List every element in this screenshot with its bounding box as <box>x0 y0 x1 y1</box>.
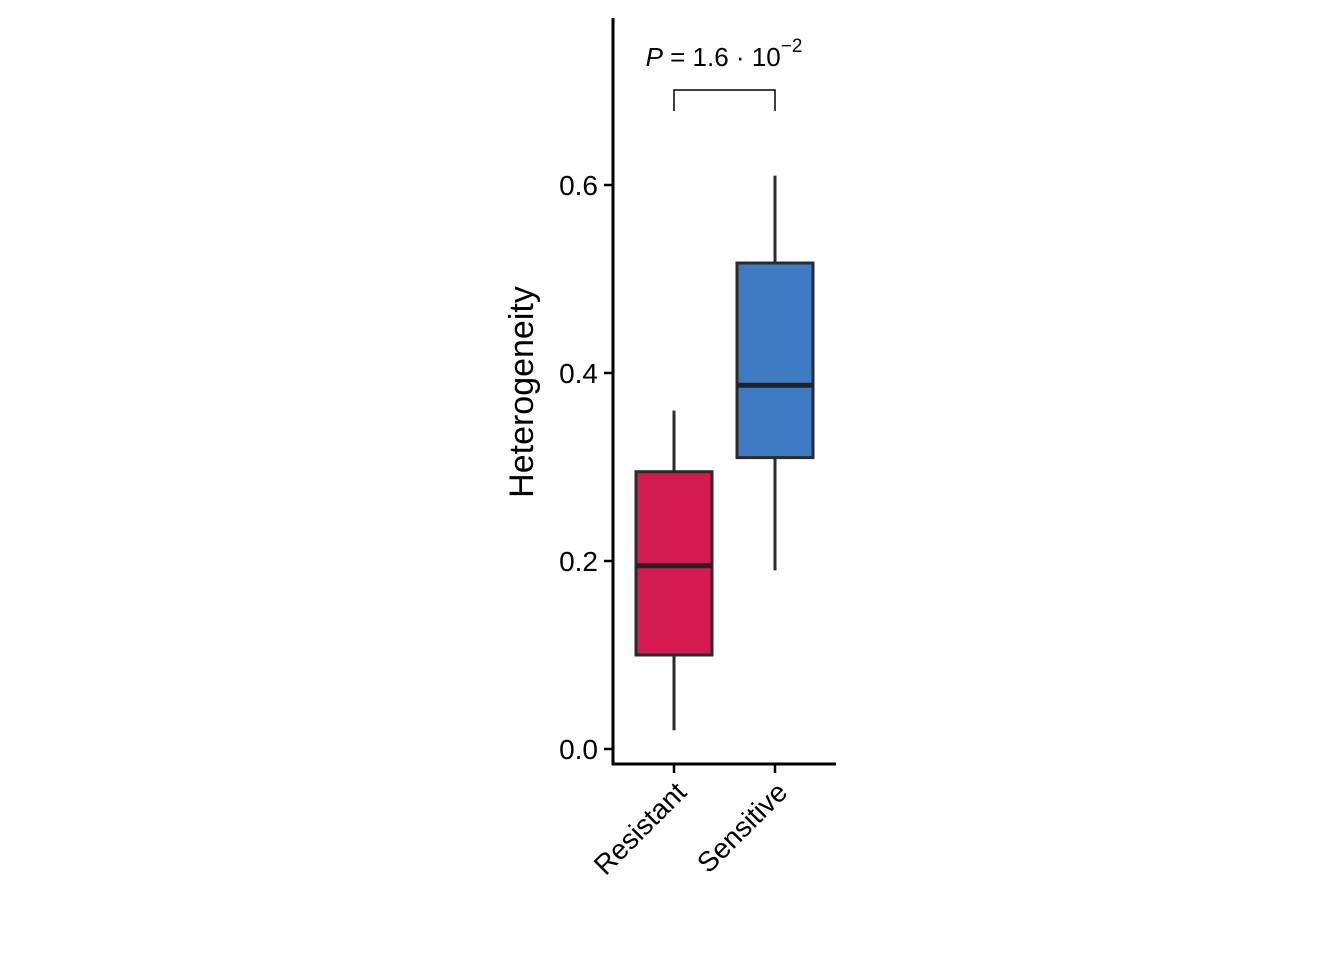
p-value-symbol: P <box>646 42 664 72</box>
y-tick-label: 0.2 <box>559 546 598 577</box>
box-resistant <box>634 410 714 731</box>
y-axis-title: Heterogeneity <box>503 286 541 498</box>
comparison-bracket <box>673 89 776 111</box>
x-tick-label-sensitive: Sensitive <box>691 776 793 878</box>
y-tick-label: 0.4 <box>559 358 598 389</box>
p-value-text: = 1.6 · 10 <box>663 42 781 72</box>
p-value-annotation: P = 1.6 · 10−2 <box>646 36 803 72</box>
plot-area <box>634 175 815 731</box>
x-tick-label-resistant: Resistant <box>588 776 693 881</box>
box-sensitive <box>735 175 815 571</box>
p-value-exponent: −2 <box>781 36 803 57</box>
box-body <box>735 261 815 460</box>
y-tick-label: 0.6 <box>559 170 598 201</box>
y-tick-label: 0.0 <box>559 734 598 765</box>
